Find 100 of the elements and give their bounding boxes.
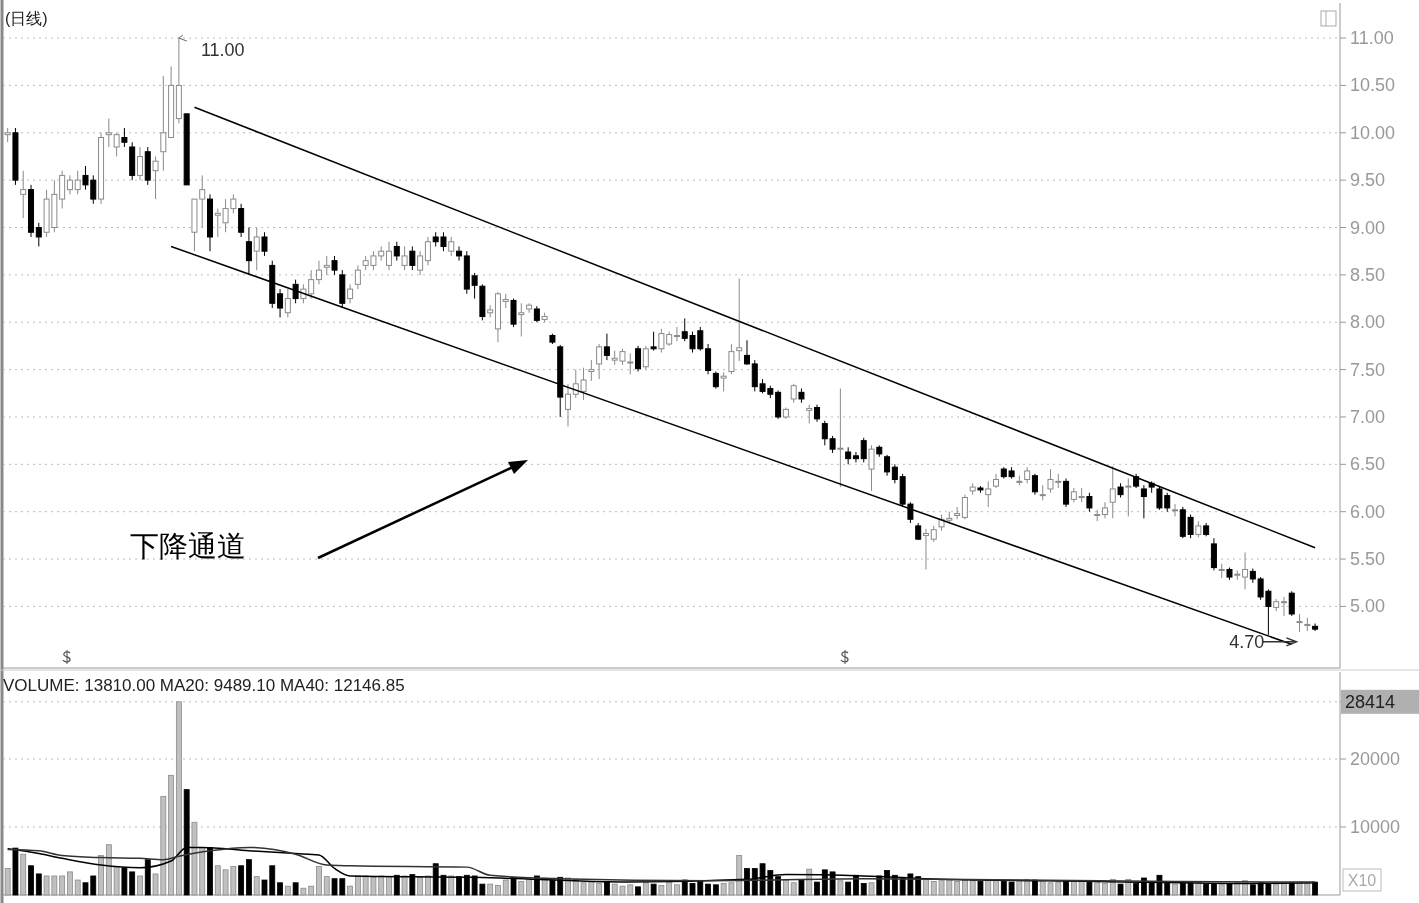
candlestick	[1101, 501, 1108, 519]
candlestick	[635, 345, 642, 372]
candlestick	[650, 331, 657, 352]
bar	[798, 879, 805, 896]
y-tick-label: 8.50	[1350, 264, 1386, 285]
candlestick	[401, 245, 408, 271]
bar	[246, 859, 252, 896]
bar	[1102, 883, 1108, 896]
candlestick	[35, 222, 42, 247]
y-tick-label: 9.00	[1350, 217, 1386, 238]
bar	[1273, 883, 1280, 896]
candlestick	[985, 480, 992, 508]
candlestick	[1288, 590, 1295, 617]
bar	[712, 884, 719, 896]
candlestick	[642, 345, 649, 371]
candlestick	[720, 371, 727, 392]
bar	[837, 880, 844, 896]
y-tick-label: 9.50	[1350, 170, 1386, 191]
candlestick	[565, 383, 571, 427]
bar	[790, 882, 797, 896]
bar	[417, 876, 424, 896]
y-tick-label: 10.00	[1350, 122, 1396, 143]
candlestick	[448, 236, 455, 257]
bar	[323, 876, 330, 896]
chart-title: VOLUME: 13810.00 MA20: 9489.10 MA40: 12146.85	[3, 676, 405, 695]
candlestick	[20, 170, 27, 219]
bar	[137, 875, 143, 896]
annotation: 下降通道	[130, 529, 246, 563]
candlestick	[1109, 465, 1116, 519]
candlestick	[409, 245, 416, 271]
candlestick	[728, 343, 735, 375]
bar	[425, 875, 431, 896]
bar	[783, 879, 789, 896]
bar	[448, 875, 455, 896]
candlestick	[456, 245, 463, 262]
candlestick	[347, 283, 354, 304]
candlestick	[1210, 537, 1217, 571]
bar	[993, 880, 999, 896]
bar	[1281, 882, 1287, 896]
candlestick	[238, 203, 245, 238]
bar	[1218, 884, 1225, 896]
candlestick	[1172, 503, 1179, 517]
y-tick-label: 10000	[1350, 817, 1401, 838]
candlestick	[806, 404, 813, 425]
candlestick	[518, 302, 525, 337]
chart-title: (日线)	[5, 10, 48, 27]
bar	[238, 865, 245, 896]
bar	[969, 880, 976, 896]
candlestick	[852, 451, 859, 463]
bar	[860, 883, 867, 896]
bar	[1094, 882, 1101, 896]
y-tick-label: 7.50	[1350, 359, 1386, 380]
candlestick	[743, 339, 750, 366]
annotation: 4.70	[1229, 631, 1265, 652]
candlestick	[510, 298, 517, 328]
bar	[495, 885, 501, 896]
bar	[635, 886, 641, 896]
y-tick-label: 28414	[1345, 691, 1396, 712]
bar	[487, 883, 494, 896]
candlestick	[277, 288, 284, 318]
candlestick	[261, 231, 268, 257]
candlestick	[417, 250, 424, 276]
candlestick	[603, 333, 610, 361]
bar	[814, 881, 820, 896]
y-tick-label: 6.50	[1350, 454, 1386, 475]
bar	[954, 881, 961, 896]
y-tick-label: 8.00	[1350, 312, 1386, 333]
candlestick	[526, 302, 533, 314]
candlestick	[1312, 622, 1319, 632]
candlestick	[284, 288, 291, 318]
bar	[354, 875, 361, 896]
candlestick	[66, 174, 73, 195]
bar	[74, 879, 81, 896]
candlestick	[922, 528, 929, 570]
candlestick	[152, 155, 159, 200]
bar	[518, 881, 525, 896]
bar	[316, 866, 322, 896]
candlestick	[1280, 596, 1287, 617]
bar	[642, 882, 649, 896]
bar	[845, 881, 852, 896]
candlestick	[673, 326, 680, 342]
candlestick	[1031, 473, 1038, 496]
y-tick-label: 11.00	[1350, 28, 1394, 49]
y-tick-label: 20000	[1350, 749, 1401, 770]
candlestick	[954, 506, 961, 520]
candlestick	[961, 494, 968, 520]
candlestick	[596, 343, 603, 380]
bar	[923, 878, 929, 896]
bar	[292, 882, 299, 896]
candlestick	[386, 241, 392, 271]
candlestick	[1086, 492, 1093, 513]
candlestick	[315, 260, 322, 285]
candlestick	[736, 278, 743, 362]
candlestick	[837, 388, 844, 488]
bar	[1172, 883, 1178, 896]
bar	[502, 879, 509, 896]
bar	[868, 882, 875, 896]
candlestick	[424, 236, 431, 266]
bar	[347, 885, 353, 896]
annotation: 11.00	[200, 40, 245, 61]
